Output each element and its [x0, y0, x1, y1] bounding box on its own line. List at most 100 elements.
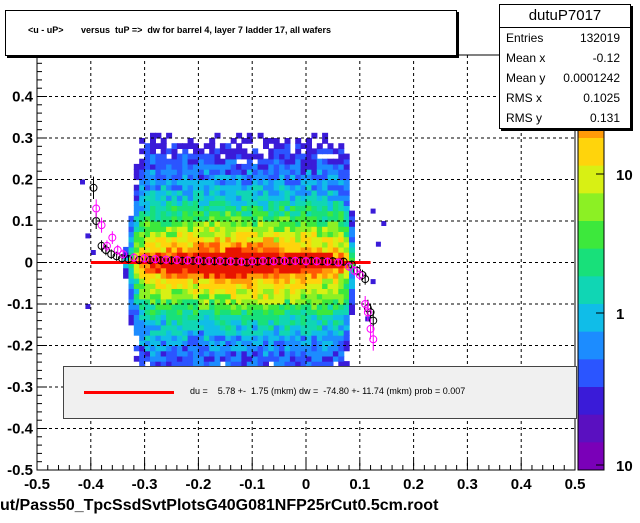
- heatmap-cell: [338, 158, 345, 165]
- heatmap-cell: [182, 272, 189, 279]
- heatmap-cell: [187, 226, 194, 232]
- colorbar-segment: [578, 387, 604, 416]
- heatmap-cell: [246, 345, 253, 352]
- heatmap-cell: [252, 314, 259, 321]
- heatmap-cell: [289, 221, 296, 227]
- heatmap-cell: [219, 236, 226, 243]
- heatmap-cell: [284, 329, 291, 336]
- heatmap-cell: [182, 241, 189, 248]
- profile-magenta-point: [113, 246, 122, 255]
- heatmap-cell: [187, 314, 194, 321]
- heatmap-cell: [263, 210, 269, 217]
- heatmap-cell: [187, 361, 194, 367]
- heatmap-cell: [284, 298, 291, 305]
- heatmap-cell: [187, 340, 194, 347]
- heatmap-cell: [284, 267, 291, 274]
- heatmap-cell: [300, 143, 307, 149]
- heatmap-cell: [128, 278, 135, 284]
- y-tick-label: -0.1: [7, 296, 33, 313]
- heatmap-cell: [155, 350, 162, 357]
- heatmap-cell: [203, 324, 210, 331]
- heatmap-cell: [182, 163, 189, 170]
- profile-black-point: [328, 257, 337, 266]
- heatmap-cell: [241, 138, 248, 144]
- heatmap-cell: [171, 361, 178, 367]
- heatmap-cell: [284, 143, 291, 149]
- heatmap-cell: [219, 335, 226, 341]
- heatmap-cell: [311, 298, 318, 305]
- heatmap-cell: [160, 257, 167, 264]
- heatmap-cell: [236, 283, 243, 289]
- heatmap-cell: [219, 355, 226, 362]
- heatmap-cell: [203, 215, 210, 222]
- heatmap-cell: [182, 195, 189, 201]
- heatmap-cell: [257, 179, 264, 186]
- heatmap-cell: [279, 361, 286, 367]
- heatmap-cell: [230, 345, 237, 352]
- heatmap-cell: [300, 283, 307, 289]
- heatmap-cell: [268, 309, 275, 315]
- heatmap-cell: [144, 262, 151, 269]
- heatmap-cell: [322, 335, 329, 341]
- heatmap-cell: [268, 319, 275, 326]
- heatmap-cell: [155, 195, 162, 201]
- heatmap-cell: [252, 163, 259, 170]
- heatmap-cell: [225, 179, 232, 186]
- heatmap-cell: [263, 179, 269, 186]
- heatmap-cell: [300, 200, 307, 206]
- heatmap-cell: [268, 324, 275, 331]
- heatmap-cell: [203, 309, 210, 315]
- heatmap-cell: [203, 272, 210, 279]
- heatmap-cell: [230, 195, 237, 201]
- heatmap-cell: [203, 298, 210, 305]
- heatmap-cell: [252, 189, 259, 196]
- heatmap-cell: [128, 304, 135, 310]
- heatmap-cell: [150, 169, 156, 175]
- heatmap-cell: [273, 278, 280, 284]
- heatmap-cell: [343, 267, 350, 274]
- heatmap-cell: [187, 200, 194, 206]
- heatmap-cell: [241, 215, 248, 222]
- heatmap-cell: [209, 205, 216, 212]
- heatmap-cell: [268, 215, 275, 222]
- heatmap-cell: [252, 148, 259, 155]
- heatmap-cell: [182, 210, 189, 217]
- heatmap-cell: [203, 143, 210, 149]
- heatmap-cell: [289, 189, 296, 196]
- heatmap-cell: [284, 138, 291, 144]
- heatmap-cell: [203, 158, 210, 165]
- profile-magenta-point: [129, 253, 138, 262]
- heatmap-cell: [193, 148, 199, 155]
- heatmap-cell: [230, 314, 237, 321]
- heatmap-cell: [128, 298, 135, 305]
- heatmap-cell: [263, 241, 269, 248]
- heatmap-cell: [343, 319, 350, 326]
- heatmap-cell: [327, 169, 334, 175]
- heatmap-cell: [257, 319, 264, 326]
- heatmap-cell: [198, 278, 205, 284]
- heatmap-cell: [225, 298, 232, 305]
- heatmap-cell: [241, 272, 248, 279]
- heatmap-cell: [327, 252, 334, 258]
- heatmap-cell: [268, 283, 275, 289]
- heatmap-cell: [155, 215, 162, 222]
- heatmap-cell: [263, 184, 269, 191]
- heatmap-cell: [128, 241, 135, 248]
- heatmap-cell: [176, 231, 183, 238]
- heatmap-cell: [225, 210, 232, 217]
- heatmap-cell: [279, 335, 286, 341]
- heatmap-cell: [252, 345, 259, 352]
- heatmap-cell: [193, 278, 199, 284]
- heatmap-cell: [166, 148, 173, 155]
- heatmap-cell: [316, 210, 323, 217]
- heatmap-cell: [279, 304, 286, 310]
- heatmap-cell: [214, 350, 221, 357]
- heatmap-cell: [268, 236, 275, 243]
- heatmap-cell: [279, 345, 286, 352]
- heatmap-cell: [230, 210, 237, 217]
- heatmap-cell: [257, 293, 264, 300]
- heatmap-cell: [236, 314, 243, 321]
- heatmap-cell: [343, 262, 350, 269]
- heatmap-cell: [327, 272, 334, 279]
- heatmap-cell: [241, 189, 248, 196]
